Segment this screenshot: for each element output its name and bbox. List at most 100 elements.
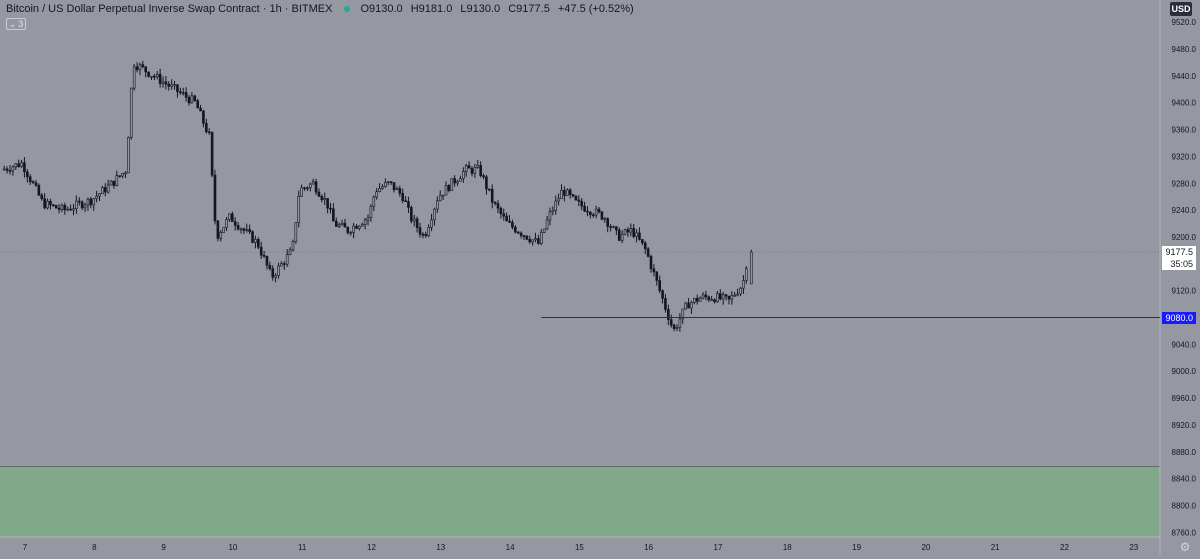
candle-body — [583, 205, 586, 212]
candle-body — [516, 231, 520, 234]
candle-body — [511, 222, 514, 228]
x-tick-label: 23 — [1129, 543, 1138, 552]
ohlc-values: O9130.0 H9181.0 L9130.0 C9177.5 +47.5 (+… — [360, 3, 638, 15]
candle-body — [687, 302, 690, 309]
candle-body — [551, 210, 555, 213]
candle-body — [580, 200, 584, 207]
current-price-label: 9177.5 — [1162, 246, 1196, 259]
y-tick-label: 9360.0 — [1172, 126, 1197, 135]
candle-body — [337, 224, 341, 227]
y-tick-label: 8760.0 — [1172, 528, 1197, 537]
candle-body — [43, 198, 46, 209]
candle-body — [306, 187, 309, 190]
candle-body — [609, 226, 612, 228]
candle-body — [525, 235, 529, 240]
candle-body — [418, 227, 422, 235]
x-tick-label: 17 — [714, 543, 723, 552]
candle-body — [366, 217, 370, 221]
candle-body — [303, 187, 306, 190]
candle-body — [101, 187, 104, 195]
candle-body — [115, 175, 119, 186]
symbol-title[interactable]: Bitcoin / US Dollar Perpetual Inverse Sw… — [6, 3, 333, 15]
candle-body — [568, 189, 572, 195]
candle-body — [704, 294, 708, 298]
candle-body — [363, 219, 367, 225]
x-tick-label: 18 — [783, 543, 792, 552]
candle-body — [285, 254, 289, 265]
candle-body — [242, 228, 246, 231]
candle-body — [690, 302, 693, 309]
candle-body — [707, 296, 711, 301]
candle-body — [433, 208, 436, 221]
candle-body — [395, 188, 399, 191]
candle-body — [268, 264, 272, 269]
y-tick-label: 9040.0 — [1172, 340, 1197, 349]
candle-body — [615, 226, 618, 231]
candle-body — [612, 226, 615, 229]
candle-body — [213, 174, 217, 222]
candle-body — [245, 229, 249, 231]
x-tick-label: 21 — [991, 543, 1000, 552]
candle-body — [667, 309, 670, 320]
support-zone[interactable] — [0, 466, 1160, 537]
candle-body — [545, 219, 549, 230]
ohlc-change: +47.5 (+0.52%) — [557, 3, 634, 15]
plot-area[interactable] — [0, 0, 1160, 537]
candle-body — [681, 308, 685, 320]
currency-badge[interactable]: USD — [1170, 2, 1192, 16]
x-tick-label: 10 — [228, 543, 237, 552]
candle-body — [92, 198, 96, 206]
candle-body — [129, 87, 133, 138]
candle-body — [98, 193, 101, 197]
candle-body — [736, 293, 739, 296]
candle-body — [5, 168, 9, 171]
bar-countdown-label: 35:05 — [1162, 258, 1196, 271]
horizontal-level-label[interactable]: 9080.0 — [1162, 311, 1196, 324]
x-tick-label: 11 — [298, 543, 307, 552]
candle-body — [109, 180, 113, 186]
candle-body — [369, 205, 373, 218]
candle-body — [623, 229, 627, 235]
candle-body — [410, 207, 413, 222]
candle-body — [262, 254, 266, 257]
candle-body — [589, 211, 592, 216]
candle-body — [28, 176, 32, 182]
x-tick-label: 13 — [436, 543, 445, 552]
candle-body — [678, 318, 682, 328]
candle-body — [308, 183, 312, 189]
x-tick-label: 12 — [367, 543, 376, 552]
candle-body — [144, 66, 147, 73]
candle-body — [675, 326, 679, 329]
indicators-collapse-button[interactable]: ⌄ 3 — [6, 18, 26, 30]
candle-body — [153, 75, 156, 78]
candle-body — [436, 200, 439, 210]
candle-body — [462, 171, 465, 179]
candle-body — [31, 181, 35, 184]
candle-body — [438, 195, 442, 202]
gear-icon[interactable]: ⚙ — [1179, 540, 1191, 554]
candle-body — [176, 84, 179, 93]
candle-body — [522, 235, 526, 237]
y-tick-label: 9240.0 — [1172, 206, 1197, 215]
candle-body — [51, 204, 55, 207]
candle-body — [594, 208, 598, 216]
ohlc-close: C9177.5 — [508, 3, 550, 15]
candle-body — [557, 198, 560, 202]
candle-body — [228, 213, 231, 220]
candle-body — [103, 187, 107, 193]
candle-body — [167, 83, 171, 87]
candle-body — [727, 295, 731, 300]
candle-body — [138, 64, 142, 70]
candle-body — [672, 324, 676, 329]
y-tick-label: 9120.0 — [1172, 287, 1197, 296]
candle-body — [121, 172, 124, 177]
candles — [2, 60, 753, 332]
candle-body — [72, 208, 75, 211]
candle-body — [248, 229, 251, 232]
candle-body — [282, 263, 286, 265]
candle-body — [66, 208, 70, 211]
candle-body — [724, 294, 728, 297]
candle-body — [132, 66, 136, 89]
